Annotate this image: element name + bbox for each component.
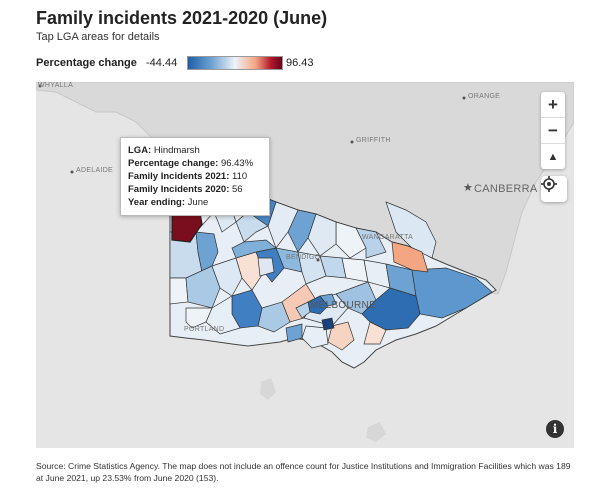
info-icon: i bbox=[552, 422, 558, 436]
place-label-whyalla: WHYALLA bbox=[38, 82, 74, 89]
color-legend: Percentage change -44.44 96.43 bbox=[36, 54, 356, 72]
tooltip-fi2021-value: 110 bbox=[232, 171, 248, 182]
tooltip-fi2021-row: Family Incidents 2021: 110 bbox=[128, 170, 262, 183]
lga-tooltip: LGA: Hindmarsh Percentage change: 96.43%… bbox=[120, 137, 270, 216]
place-label-griffith: GRIFFITH bbox=[356, 137, 391, 144]
legend-min-value: -44.44 bbox=[146, 57, 178, 69]
legend-max-value: 96.43 bbox=[286, 57, 314, 69]
tooltip-lga-row: LGA: Hindmarsh bbox=[128, 144, 262, 157]
place-label-melbourne: MELBOURNE bbox=[310, 300, 377, 311]
geolocate-button[interactable] bbox=[541, 176, 567, 202]
place-label-bendigo: BENDIGO bbox=[286, 254, 321, 261]
zoom-controls: + − ▲ bbox=[541, 92, 565, 169]
tooltip-year-value: June bbox=[187, 197, 209, 208]
capital-star-icon: ★ bbox=[463, 182, 473, 194]
place-label-orange: ORANGE bbox=[468, 93, 501, 100]
info-button[interactable]: i bbox=[546, 420, 564, 438]
place-label-portland: PORTLAND bbox=[184, 326, 225, 333]
tooltip-year-label: Year ending: bbox=[128, 197, 186, 208]
tooltip-pct-row: Percentage change: 96.43% bbox=[128, 157, 262, 170]
place-label-canberra: CANBERRA bbox=[474, 183, 538, 195]
compass-button[interactable]: ▲ bbox=[541, 144, 565, 169]
legend-label: Percentage change bbox=[36, 57, 137, 69]
compass-icon: ▲ bbox=[547, 150, 559, 163]
tooltip-fi2020-row: Family Incidents 2020: 56 bbox=[128, 183, 262, 196]
map-canvas[interactable]: ★ WHYALLA ORANGE GRIFFITH ADELAIDE CANBE… bbox=[36, 82, 574, 448]
tooltip-pct-value: 96.43% bbox=[220, 158, 254, 169]
tooltip-pct-label: Percentage change: bbox=[128, 158, 219, 169]
tooltip-fi2020-label: Family Incidents 2020: bbox=[128, 184, 230, 195]
island-shape bbox=[366, 422, 386, 442]
tooltip-year-row: Year ending: June bbox=[128, 196, 262, 209]
zoom-in-button[interactable]: + bbox=[541, 92, 565, 118]
place-label-wangaratta: WANGARATTA bbox=[362, 234, 414, 241]
tooltip-lga-label: LGA: bbox=[128, 145, 152, 156]
place-markers bbox=[38, 84, 466, 262]
legend-gradient-bar bbox=[187, 56, 283, 70]
source-note: Source: Crime Statistics Agency. The map… bbox=[36, 461, 571, 483]
tooltip-fi2021-label: Family Incidents 2021: bbox=[128, 171, 230, 182]
place-label-adelaide: ADELAIDE bbox=[76, 167, 114, 174]
map-svg[interactable]: ★ bbox=[36, 82, 574, 448]
page-subtitle: Tap LGA areas for details bbox=[36, 31, 160, 43]
tooltip-lga-value: Hindmarsh bbox=[153, 145, 200, 156]
locate-icon bbox=[541, 176, 557, 192]
page-title: Family incidents 2021-2020 (June) bbox=[36, 8, 328, 28]
island-shape bbox=[260, 378, 276, 400]
zoom-out-button[interactable]: − bbox=[541, 118, 565, 144]
tooltip-fi2020-value: 56 bbox=[232, 184, 243, 195]
